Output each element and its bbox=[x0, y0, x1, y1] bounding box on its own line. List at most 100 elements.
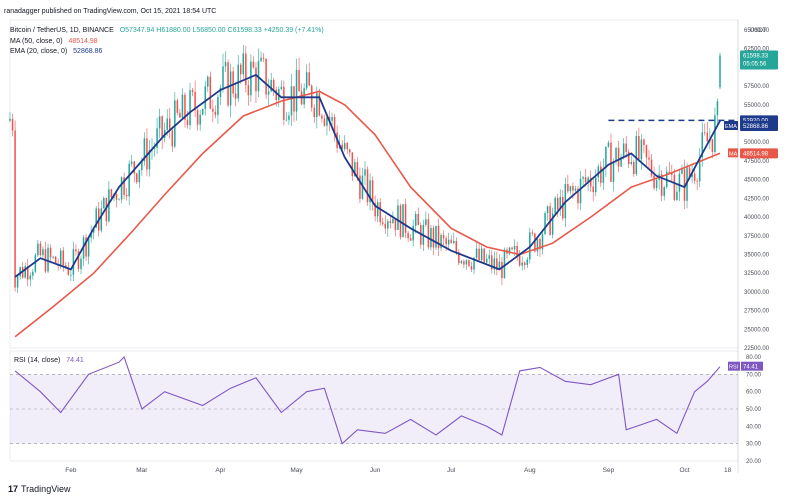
ma-legend[interactable]: MA (50, close, 0) 48514.98 bbox=[10, 38, 98, 45]
candle-body bbox=[19, 267, 21, 277]
candle-body bbox=[293, 86, 295, 112]
candle-body bbox=[133, 161, 136, 174]
candle-body bbox=[252, 61, 255, 68]
candle-body bbox=[653, 175, 655, 189]
candle-body bbox=[326, 117, 328, 126]
candle-body bbox=[404, 204, 407, 233]
candle-body bbox=[407, 232, 409, 239]
candle-body bbox=[217, 97, 219, 115]
candle-body bbox=[275, 89, 278, 101]
candle-body bbox=[371, 180, 374, 204]
candle-body bbox=[655, 179, 658, 189]
candle-body bbox=[635, 135, 638, 175]
candle-body bbox=[681, 169, 683, 174]
ema-legend[interactable]: EMA (20, close, 0) 52868.86 bbox=[10, 48, 102, 55]
candle-body bbox=[511, 247, 513, 250]
ma-value-badge-bg bbox=[740, 148, 778, 159]
candle-body bbox=[458, 252, 460, 264]
candle-body bbox=[143, 138, 146, 162]
candle-body bbox=[445, 238, 447, 245]
candle-body bbox=[32, 271, 34, 276]
candle-body bbox=[488, 255, 491, 259]
candle-body bbox=[47, 247, 49, 272]
candle-body bbox=[161, 116, 163, 139]
candle-body bbox=[166, 118, 168, 130]
candle-body bbox=[59, 250, 62, 266]
candle-body bbox=[118, 199, 120, 201]
price-tick-label: 30000.00 bbox=[744, 290, 770, 296]
candle-body bbox=[402, 204, 404, 238]
candle-body bbox=[285, 119, 288, 121]
candle-body bbox=[212, 108, 214, 112]
candle-body bbox=[503, 249, 506, 279]
candle-body bbox=[531, 232, 534, 234]
candle-body bbox=[288, 115, 290, 120]
candle-body bbox=[544, 213, 546, 235]
candle-body bbox=[333, 116, 336, 133]
symbol-legend: Bitcoin / TetherUS, 1D, BINANCE O57347.9… bbox=[10, 27, 324, 34]
candle-body bbox=[37, 243, 39, 256]
candle-body bbox=[65, 265, 67, 268]
candle-body bbox=[374, 203, 376, 217]
ma-tag-bg bbox=[728, 148, 738, 158]
candle-body bbox=[452, 240, 455, 244]
candle-body bbox=[704, 132, 706, 134]
candle-body bbox=[640, 139, 643, 160]
footer-brand[interactable]: 17 TradingView bbox=[8, 484, 71, 494]
candle-body bbox=[77, 251, 80, 270]
candle-body bbox=[470, 266, 473, 270]
ema-20-line bbox=[14, 73, 721, 278]
candle-body bbox=[562, 196, 564, 219]
candle-body bbox=[716, 101, 719, 116]
candle-body bbox=[148, 150, 151, 170]
candle-body bbox=[229, 71, 232, 106]
candle-body bbox=[427, 219, 430, 248]
candle-body bbox=[559, 196, 562, 210]
candle-body bbox=[688, 167, 691, 178]
price-tick-label: 47500.00 bbox=[744, 159, 770, 165]
candle-body bbox=[70, 274, 72, 276]
rsi-tick-label: 80.00 bbox=[746, 355, 762, 361]
rsi-legend[interactable]: RSI (14, close) 74.41 bbox=[14, 357, 84, 364]
candle-body bbox=[171, 130, 174, 147]
time-axis-label: 18 bbox=[724, 467, 732, 474]
candle-body bbox=[283, 86, 285, 120]
candle-body bbox=[290, 86, 293, 116]
candle-body bbox=[280, 86, 283, 90]
candle-body bbox=[120, 177, 123, 200]
candle-body bbox=[136, 173, 138, 183]
candle-body bbox=[701, 132, 704, 158]
time-axis-label: Oct bbox=[679, 467, 689, 474]
candle-body bbox=[179, 112, 181, 118]
time-axis-label: Feb bbox=[65, 467, 77, 474]
price-tick-label: 62500.00 bbox=[744, 47, 770, 53]
candle-body bbox=[498, 261, 501, 271]
candle-body bbox=[128, 163, 130, 197]
candle-body bbox=[80, 258, 82, 270]
price-tick-label: 37500.00 bbox=[744, 234, 770, 240]
candle-body bbox=[245, 53, 247, 86]
candle-body bbox=[610, 142, 612, 182]
candle-body bbox=[359, 175, 361, 199]
candle-body bbox=[475, 248, 478, 258]
candle-body bbox=[668, 171, 671, 174]
candle-body bbox=[582, 177, 584, 179]
rsi-tag-bg bbox=[728, 361, 740, 371]
ma-value-badge-text: 48514.98 bbox=[743, 151, 769, 157]
candle-body bbox=[341, 144, 343, 150]
candle-body bbox=[691, 173, 693, 178]
candle-body bbox=[693, 173, 696, 181]
candle-body bbox=[316, 93, 318, 118]
candle-body bbox=[14, 130, 16, 288]
candle-body bbox=[483, 248, 485, 263]
candle-body bbox=[493, 258, 496, 270]
candle-body bbox=[473, 257, 475, 270]
candle-body bbox=[534, 233, 536, 252]
candle-body bbox=[414, 213, 417, 226]
candle-body bbox=[617, 147, 620, 167]
brand-name: TradingView bbox=[21, 484, 71, 494]
time-axis-label: Jun bbox=[370, 467, 381, 474]
candle-body bbox=[501, 261, 503, 279]
candle-body bbox=[450, 239, 452, 244]
